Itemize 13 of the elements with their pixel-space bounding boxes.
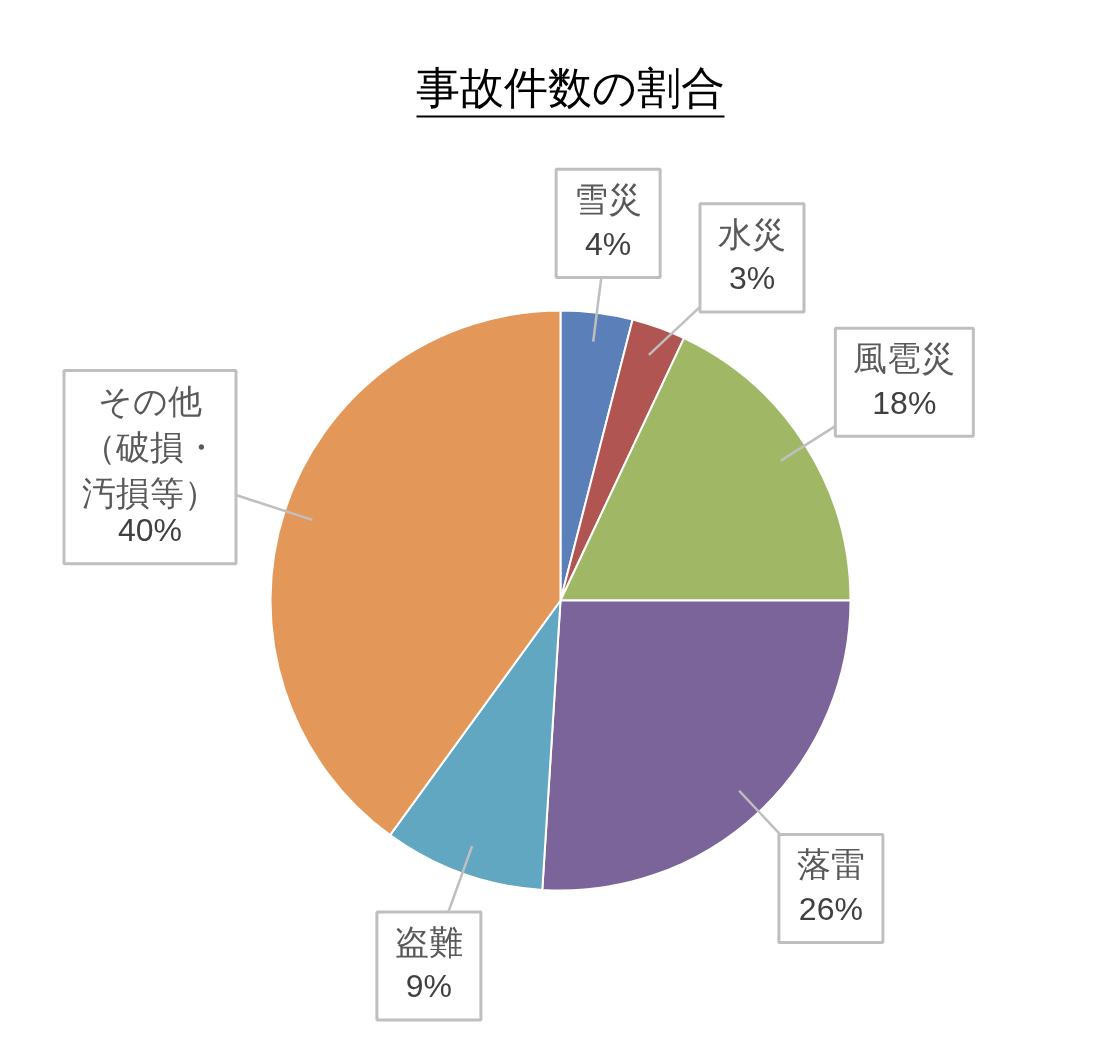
data-label: 26% (798, 890, 863, 927)
data-label: 18% (872, 384, 937, 421)
slice-label: 雪災 (574, 181, 643, 219)
data-label: 9% (405, 968, 453, 1005)
slice-label: 水災 (718, 215, 787, 253)
data-label: 3% (728, 260, 776, 297)
slice-label: 盗難 (394, 923, 463, 961)
chart-title: 事故件数の割合 (416, 64, 725, 113)
data-label: 40% (117, 512, 183, 549)
slice-label: 風雹災 (853, 340, 956, 378)
slice-label: その他（破損・汚損等） (82, 382, 218, 513)
data-label: 4% (585, 225, 632, 262)
slice-label: 落雷 (796, 846, 865, 884)
